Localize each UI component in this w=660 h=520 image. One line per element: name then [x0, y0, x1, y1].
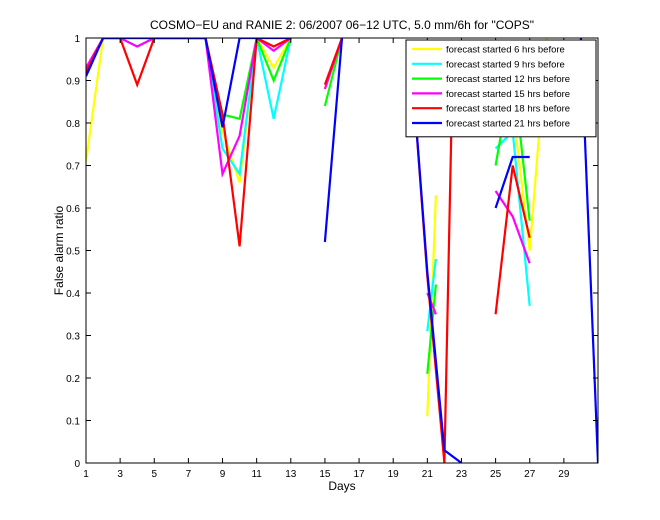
y-axis-title: False alarm ratio	[52, 206, 66, 296]
legend-label-3: forecast started 12 hrs before	[446, 74, 570, 85]
y-tick-label: 0.9	[66, 77, 80, 88]
x-tick-label: 19	[388, 469, 400, 480]
x-tick-label: 25	[490, 469, 502, 480]
x-tick-label: 3	[117, 469, 123, 480]
x-tick-label: 11	[251, 469, 262, 480]
x-tick-label: 9	[220, 469, 226, 480]
series-line-6-segment-3	[409, 46, 463, 463]
x-axis-title: Days	[328, 479, 355, 493]
series-line-5-segment-4	[494, 165, 531, 315]
x-tick-label: 17	[354, 469, 366, 480]
legend: forecast started 6 hrs before forecast st…	[405, 39, 597, 138]
y-tick-label: 0.2	[66, 374, 80, 385]
axis-ticks: 1 3 5 7 9 11 13 15 17 19 21 23 25 27 2900.10.20.30.40.…	[66, 34, 598, 480]
legend-label-5: forecast started 18 hrs before	[446, 104, 570, 115]
y-tick-label: 1	[74, 34, 80, 45]
x-tick-label: 5	[151, 469, 157, 480]
legend-label-4: forecast started 15 hrs before	[446, 89, 570, 100]
series-line-4-segment-4	[494, 190, 531, 264]
y-tick-label: 0.5	[66, 247, 80, 258]
series-line-6-segment-2	[323, 38, 344, 243]
series-line-5-segment-2	[323, 38, 344, 86]
x-tick-label: 15	[319, 469, 331, 480]
x-tick-label: 7	[186, 469, 192, 480]
legend-box	[405, 39, 597, 138]
series-line-6-segment-4	[494, 155, 530, 209]
legend-label-1: forecast started 6 hrs before	[446, 45, 565, 56]
y-tick-label: 0.4	[66, 289, 80, 300]
x-tick-label: 1	[83, 469, 89, 480]
x-tick-label: 21	[422, 469, 434, 480]
x-tick-label: 29	[558, 469, 570, 480]
series-line-2-segment-2	[426, 258, 437, 332]
chart-title: COSMO−EU and RANIE 2: 06/2007 06−12 UTC,…	[150, 18, 534, 32]
y-tick-label: 0.1	[66, 417, 80, 428]
y-tick-label: 0.7	[66, 162, 80, 173]
legend-label-6: forecast started 21 hrs before	[446, 119, 570, 130]
x-tick-label: 13	[285, 469, 297, 480]
y-tick-label: 0.8	[66, 119, 80, 130]
legend-label-2: forecast started 9 hrs before	[446, 59, 565, 70]
x-tick-label: 23	[456, 469, 468, 480]
x-tick-label: 27	[524, 469, 536, 480]
y-tick-label: 0.3	[66, 332, 80, 343]
y-tick-label: 0	[74, 459, 80, 470]
y-tick-label: 0.6	[66, 204, 80, 215]
